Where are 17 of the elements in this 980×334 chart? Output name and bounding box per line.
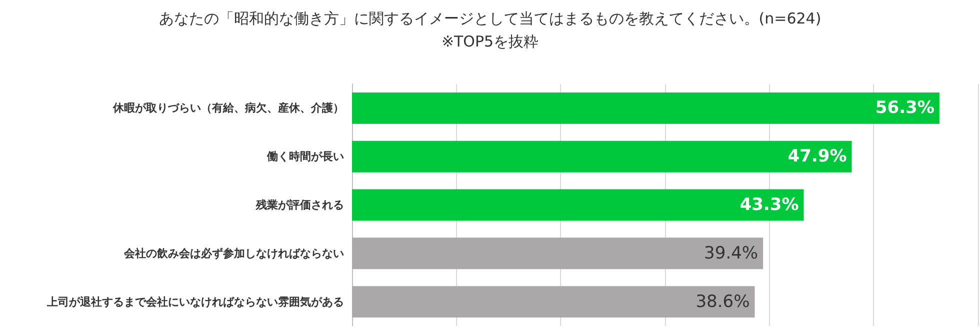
bar [352, 140, 852, 172]
data-label: 47.9% [788, 146, 847, 167]
data-label: 56.3% [875, 98, 934, 118]
y-tick-label: 休暇が取りづらい（有給、病欠、産休、介護） [112, 102, 344, 115]
bar [352, 238, 764, 270]
data-label: 43.3% [740, 195, 799, 215]
y-tick-label: 働く時間が長い [266, 150, 344, 164]
y-tick-label: 会社の飲み会は必ず参加しなければならない [123, 246, 344, 260]
chart-subtitle: ※TOP5を抜粋 [441, 32, 539, 50]
y-tick-label: 残業が評価される [255, 198, 344, 212]
bar [352, 286, 755, 318]
bar [352, 92, 940, 124]
y-tick-label: 上司が退社するまで会社にいなければならない雰囲気がある [46, 295, 344, 308]
data-label: 38.6% [696, 292, 750, 312]
bar [352, 189, 804, 221]
chart-title: あなたの「昭和的な働き方」に関するイメージとして当てはまるものを教えてください。(n=624) [158, 10, 822, 28]
data-label: 39.4% [704, 243, 758, 264]
